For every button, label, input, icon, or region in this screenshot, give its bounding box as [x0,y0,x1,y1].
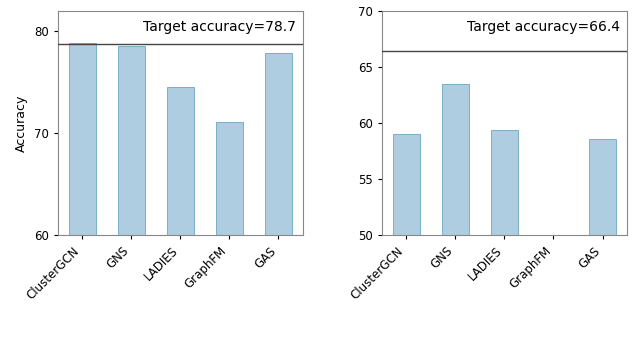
Text: Target accuracy=66.4: Target accuracy=66.4 [467,20,620,33]
Bar [589,139,616,351]
Bar [265,53,292,351]
Text: Target accuracy=78.7: Target accuracy=78.7 [143,20,296,33]
Bar [393,134,420,351]
Bar [167,87,194,351]
Bar [216,122,243,351]
Y-axis label: Accuracy: Accuracy [15,94,28,152]
Bar [68,43,96,351]
Bar [491,130,518,351]
Bar [118,46,145,351]
Bar [442,84,469,351]
Bar [540,235,567,351]
